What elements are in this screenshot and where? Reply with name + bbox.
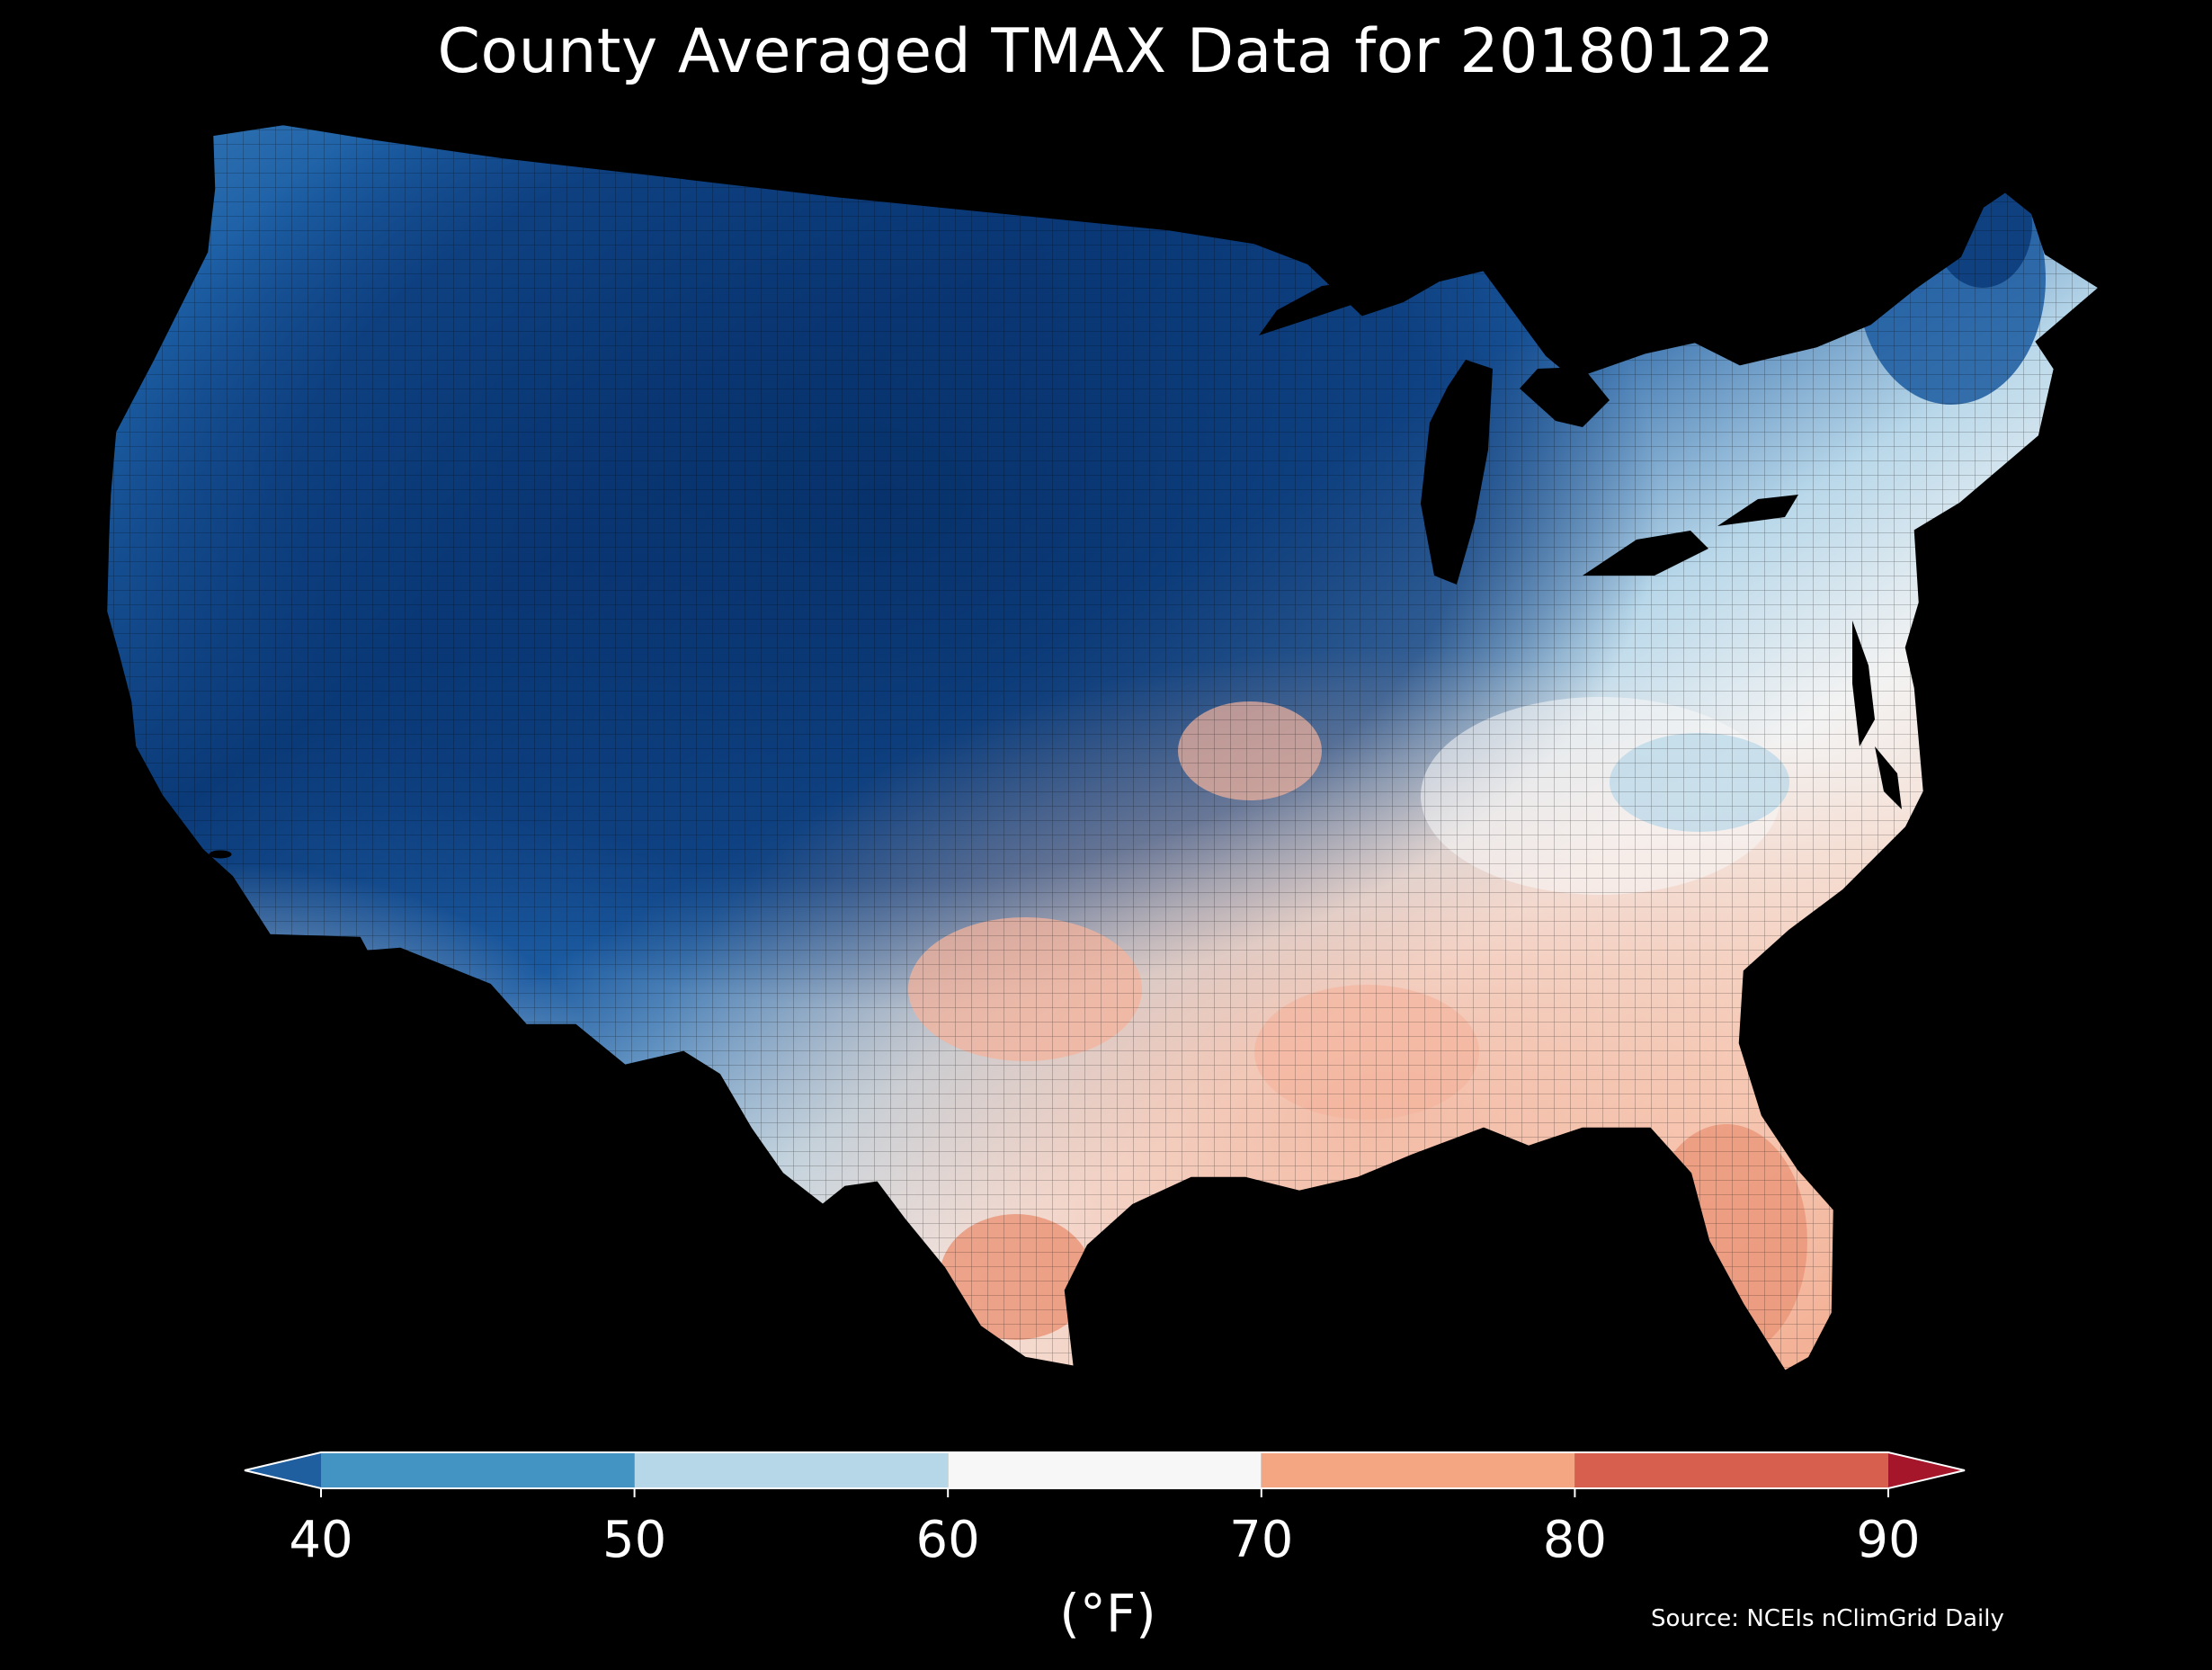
colorbar-bin-2 xyxy=(634,1452,949,1488)
colorbar-tick-label-2: 60 xyxy=(915,1511,980,1569)
county-fill-layer xyxy=(106,124,2100,1371)
colorbar-tick-label-1: 50 xyxy=(602,1511,667,1569)
colorbar-unit-label: (°F) xyxy=(1059,1583,1156,1644)
channel-islands xyxy=(169,841,232,859)
colorbar-bin-4 xyxy=(1261,1452,1575,1488)
colorbar-tick-label-5: 90 xyxy=(1856,1511,1921,1569)
map-title: County Averaged TMAX Data for 20180122 xyxy=(437,16,1775,87)
colorbar-tick-label-4: 80 xyxy=(1542,1511,1608,1569)
colorbar-bin-3 xyxy=(948,1452,1262,1488)
great-lakes xyxy=(1259,281,1798,585)
colorbar-tick-label-3: 70 xyxy=(1229,1511,1294,1569)
colorbar-tick-label-0: 40 xyxy=(289,1511,353,1569)
colorbar-bin-1 xyxy=(321,1452,635,1488)
county-temperature-map xyxy=(106,124,2100,1371)
colorbar xyxy=(0,1439,2212,1666)
source-caption: Source: NCEIs nClimGrid Daily xyxy=(1651,1605,2004,1632)
colorbar-bin-0 xyxy=(245,1452,321,1488)
colorbar-bin-5 xyxy=(1574,1452,1888,1488)
colorbar-bin-6 xyxy=(1888,1452,1965,1488)
